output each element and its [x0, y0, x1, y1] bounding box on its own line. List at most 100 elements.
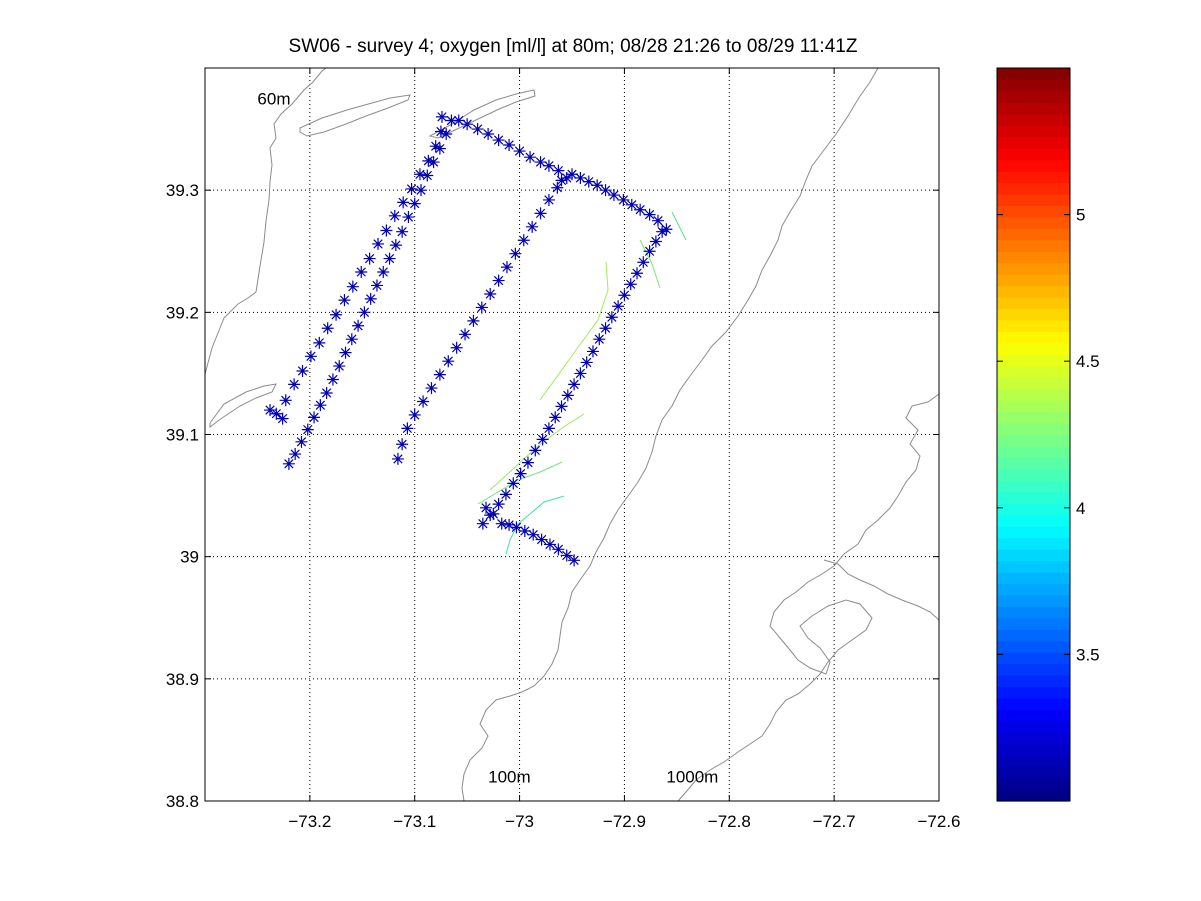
station-marker [552, 543, 565, 556]
station-marker [435, 110, 448, 123]
station-marker [527, 528, 540, 541]
depth-label: 1000m [666, 768, 718, 787]
colorbar-band [997, 526, 1070, 539]
depth-label: 100m [488, 768, 531, 787]
station-marker [279, 394, 292, 407]
station-marker [405, 182, 418, 195]
station-marker [397, 196, 410, 209]
colorbar-band [997, 514, 1070, 527]
station-marker [282, 457, 295, 470]
colorbar-band [997, 182, 1070, 195]
colorbar-band [997, 125, 1070, 138]
station-marker [536, 433, 549, 446]
profile-segment [671, 211, 687, 241]
colorbar-band [997, 319, 1070, 333]
x-tick-label: −72.6 [917, 812, 960, 831]
station-marker [314, 399, 327, 412]
colorbar-band [997, 617, 1070, 630]
station-marker [345, 333, 358, 346]
x-tick-label: −72.7 [813, 812, 856, 831]
colorbar-band [997, 583, 1070, 596]
colorbar-band [997, 663, 1070, 676]
station-marker [421, 169, 434, 182]
station-marker [308, 411, 321, 424]
station-marker [574, 171, 587, 184]
station-marker [402, 211, 415, 224]
colorbar-band [997, 629, 1070, 642]
station-marker [363, 252, 376, 265]
oxygen-profile-segments [477, 211, 687, 555]
x-tick-label: −73 [505, 812, 534, 831]
station-marker [574, 367, 587, 380]
station-marker [492, 134, 505, 147]
colorbar-tick-label: 3.5 [1076, 645, 1100, 664]
station-marker [492, 274, 505, 287]
colorbar-band [997, 205, 1070, 218]
station-marker [593, 333, 606, 346]
station-marker [607, 189, 620, 202]
station-marker [471, 123, 484, 136]
station-marker [561, 389, 574, 402]
station-marker [330, 308, 343, 321]
x-tick-label: −73.1 [393, 812, 436, 831]
station-marker [568, 378, 581, 391]
colorbar-band [997, 297, 1070, 310]
colorbar-band [997, 113, 1070, 126]
station-marker [401, 422, 414, 435]
colorbar-band [997, 697, 1070, 710]
station-marker [289, 448, 302, 461]
colorbar-band [997, 411, 1070, 424]
colorbar-band [997, 468, 1070, 481]
colorbar-band [997, 251, 1070, 264]
colorbar-band [997, 686, 1070, 699]
station-marker [429, 140, 442, 153]
colorbar-band [997, 400, 1070, 413]
contour-60m-island [299, 94, 411, 137]
depth-annotations: 60m 100m 1000m [257, 90, 718, 787]
colorbar-band [997, 720, 1070, 733]
station-marker [370, 279, 383, 292]
colorbar-band [997, 136, 1070, 149]
colorbar-band [997, 90, 1070, 103]
colorbar-tick-label: 5 [1076, 206, 1085, 225]
colorbar-band [997, 549, 1070, 562]
y-tick-label: 39.1 [166, 426, 199, 445]
station-marker [358, 306, 371, 319]
contour-1000m-branch [823, 559, 940, 621]
station-marker [499, 488, 512, 501]
x-tick-label: −73.2 [288, 812, 331, 831]
station-marker [549, 411, 562, 424]
station-marker [560, 171, 573, 184]
station-marker [487, 507, 500, 520]
colorbar-band [997, 159, 1070, 172]
station-marker [656, 225, 669, 238]
station-marker [459, 328, 472, 341]
colorbar-band [997, 274, 1070, 287]
station-marker [560, 549, 573, 562]
colorbar: 3.5 4 4.5 5 [996, 67, 1100, 802]
station-marker [534, 207, 547, 220]
station-marker [521, 456, 534, 469]
station-marker [296, 364, 309, 377]
station-marker [364, 292, 377, 305]
colorbar-band [997, 388, 1070, 401]
station-marker [440, 127, 453, 140]
station-marker [568, 554, 581, 567]
station-marker [388, 209, 401, 222]
colorbar-band [997, 537, 1070, 550]
station-marker [518, 525, 531, 538]
profile-segment [539, 261, 609, 401]
colorbar-band [997, 445, 1070, 459]
colorbar-frame [996, 67, 1071, 802]
x-tick-label: −72.9 [603, 812, 646, 831]
station-marker [391, 452, 404, 465]
station-marker [509, 247, 522, 260]
colorbar-band [997, 480, 1070, 493]
station-marker [542, 193, 555, 206]
station-marker [425, 382, 438, 395]
station-marker [413, 168, 426, 181]
station-marker [643, 208, 656, 221]
colorbar-band [997, 457, 1070, 470]
station-marker [543, 538, 556, 551]
station-marker [433, 142, 446, 155]
